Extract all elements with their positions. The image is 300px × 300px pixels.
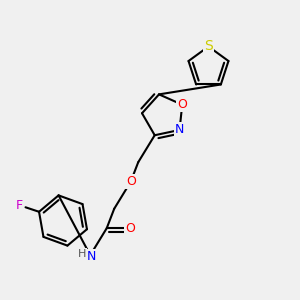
Text: F: F	[16, 199, 23, 212]
Text: O: O	[125, 222, 135, 235]
Text: S: S	[204, 40, 213, 53]
Text: O: O	[126, 175, 136, 188]
Text: N: N	[175, 124, 184, 136]
Text: O: O	[177, 98, 187, 111]
Text: N: N	[87, 250, 96, 263]
Text: H: H	[78, 249, 86, 259]
